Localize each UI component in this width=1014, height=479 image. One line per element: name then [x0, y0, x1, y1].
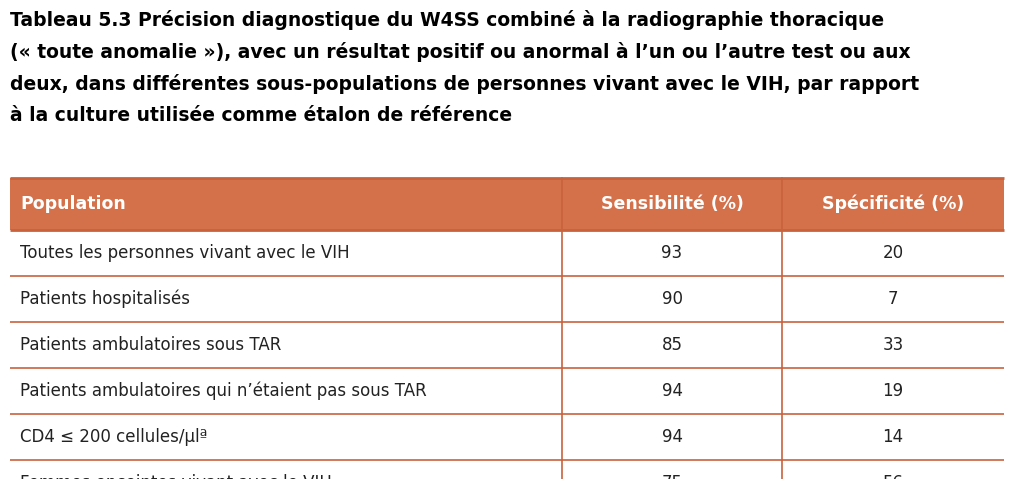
Text: Tableau 5.3 Précision diagnostique du W4SS combiné à la radiographie thoracique: Tableau 5.3 Précision diagnostique du W4…: [10, 10, 884, 30]
Bar: [10, 368, 1004, 414]
Text: 56: 56: [882, 474, 903, 479]
Text: 33: 33: [882, 336, 903, 354]
Text: Sensibilité (%): Sensibilité (%): [600, 195, 743, 213]
Text: (« toute anomalie »), avec un résultat positif ou anormal à l’un ou l’autre test: (« toute anomalie »), avec un résultat p…: [10, 42, 911, 62]
Text: CD4 ≤ 200 cellules/µlª: CD4 ≤ 200 cellules/µlª: [20, 428, 208, 446]
Text: Toutes les personnes vivant avec le VIH: Toutes les personnes vivant avec le VIH: [20, 244, 350, 262]
Bar: [10, 230, 1004, 276]
Text: à la culture utilisée comme étalon de référence: à la culture utilisée comme étalon de ré…: [10, 106, 512, 125]
Bar: [10, 460, 1004, 479]
Bar: [10, 414, 1004, 460]
Text: Patients hospitalisés: Patients hospitalisés: [20, 290, 190, 308]
Text: 19: 19: [882, 382, 903, 400]
Text: 7: 7: [888, 290, 898, 308]
Text: Population: Population: [20, 195, 126, 213]
Text: 90: 90: [661, 290, 682, 308]
Text: Spécificité (%): Spécificité (%): [822, 195, 964, 213]
Text: 20: 20: [882, 244, 903, 262]
Bar: [10, 178, 1004, 230]
Text: deux, dans différentes sous-populations de personnes vivant avec le VIH, par rap: deux, dans différentes sous-populations …: [10, 74, 919, 94]
Text: Femmes enceintes vivant avec le VIH: Femmes enceintes vivant avec le VIH: [20, 474, 332, 479]
Text: 75: 75: [661, 474, 682, 479]
Text: 93: 93: [661, 244, 682, 262]
Bar: [10, 276, 1004, 322]
Text: Patients ambulatoires sous TAR: Patients ambulatoires sous TAR: [20, 336, 281, 354]
Text: 85: 85: [661, 336, 682, 354]
Text: Patients ambulatoires qui n’étaient pas sous TAR: Patients ambulatoires qui n’étaient pas …: [20, 382, 427, 400]
Bar: [10, 322, 1004, 368]
Text: 14: 14: [882, 428, 903, 446]
Text: 94: 94: [661, 428, 682, 446]
Text: 94: 94: [661, 382, 682, 400]
